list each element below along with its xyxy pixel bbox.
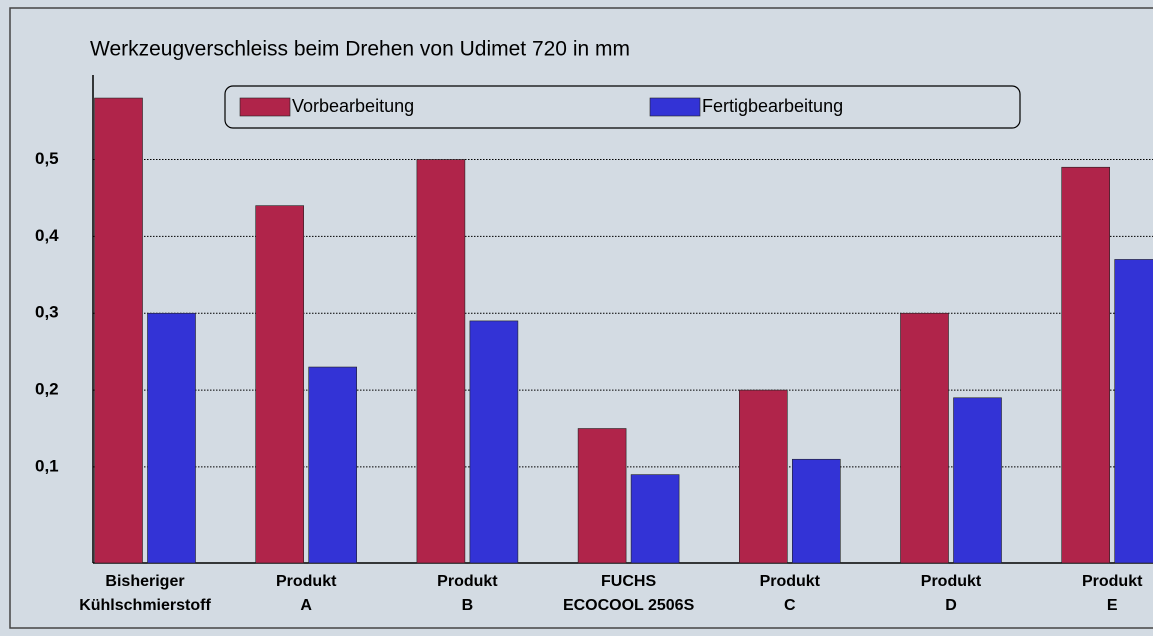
legend-swatch <box>649 97 701 117</box>
bar <box>94 97 143 564</box>
y-tick-label: 0,3 <box>35 303 59 322</box>
legend-label: Vorbearbeitung <box>292 96 414 116</box>
bar <box>255 205 304 564</box>
bar <box>738 389 788 564</box>
bar <box>147 312 196 564</box>
x-tick-label: A <box>300 597 312 614</box>
x-tick-label: Produkt <box>437 573 498 590</box>
legend-swatch <box>239 97 291 117</box>
x-tick-label: FUCHS <box>601 573 656 590</box>
x-tick-label: D <box>945 597 957 614</box>
y-tick-label: 0,5 <box>35 149 59 168</box>
x-tick-label: Kühlschmierstoff <box>79 597 211 614</box>
bar <box>1114 259 1153 564</box>
x-tick-label: Produkt <box>276 573 337 590</box>
y-tick-label: 0,2 <box>35 380 59 399</box>
bar <box>416 159 466 564</box>
legend-label: Fertigbearbeitung <box>702 96 843 116</box>
chart-title: Werkzeugverschleiss beim Drehen von Udim… <box>90 38 630 61</box>
x-tick-label: Produkt <box>921 573 982 590</box>
x-tick-label: B <box>462 597 474 614</box>
x-tick-label: Produkt <box>1082 573 1143 590</box>
x-tick-label: E <box>1107 597 1118 614</box>
y-tick-label: 0,1 <box>35 456 59 475</box>
bar <box>469 320 519 564</box>
y-tick-label: 0,4 <box>35 226 59 245</box>
x-tick-label: ECOCOOL 2506S <box>563 597 695 614</box>
x-tick-label: Produkt <box>760 573 821 590</box>
bar <box>1061 166 1110 564</box>
x-tick-label: C <box>784 597 796 614</box>
bar <box>953 397 1002 564</box>
legend-box <box>224 85 1021 129</box>
bar <box>791 458 841 564</box>
bar <box>630 474 680 564</box>
x-tick-label: Bisheriger <box>105 573 184 590</box>
bar <box>577 428 627 564</box>
bar <box>900 312 949 564</box>
bar <box>308 366 358 564</box>
